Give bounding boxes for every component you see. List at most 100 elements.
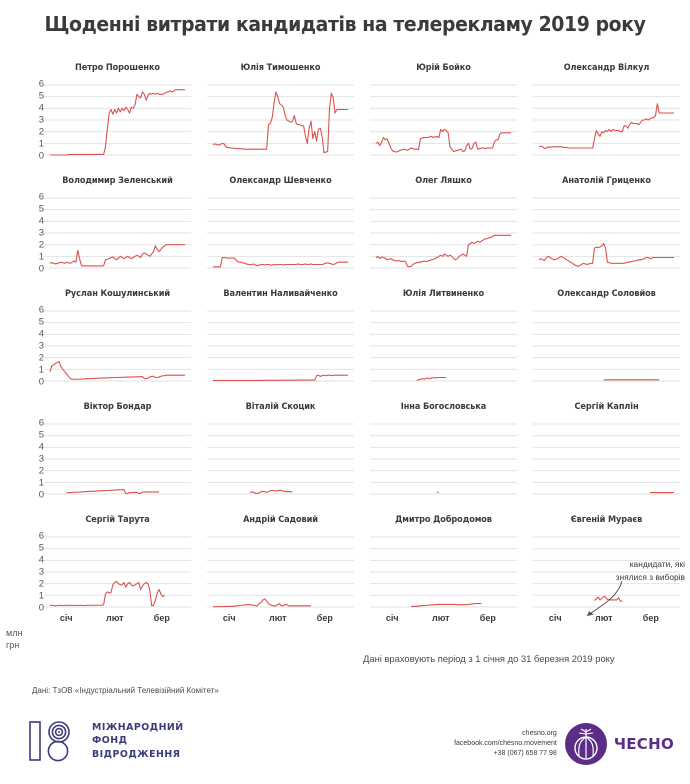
panel-plot <box>44 83 191 157</box>
panel-title: Інна Богословська <box>400 402 487 412</box>
y-axis-tick: 0 <box>38 263 44 275</box>
chart-panel-14: Віталій Скоцик <box>207 401 354 514</box>
y-axis-tick: 4 <box>38 554 44 566</box>
plot-area <box>44 197 191 269</box>
data-line <box>49 244 185 267</box>
data-line <box>539 103 674 150</box>
y-axis-tick: 4 <box>38 102 44 114</box>
chart-panel-16: Сергій Каплін <box>533 401 680 514</box>
y-axis-tick: 2 <box>38 352 44 364</box>
chart-panel-6: Олександр Шевченко <box>207 175 354 288</box>
panel-plot <box>533 309 680 383</box>
footer: МІЖНАРОДНИЙ ФОНД ВІДРОДЖЕННЯ chesno.org … <box>0 712 690 784</box>
panel-plot <box>207 535 354 609</box>
panel-plot <box>207 422 354 496</box>
plot-area <box>533 197 680 269</box>
x-axis-tick: лют <box>106 613 124 623</box>
data-line <box>212 91 348 154</box>
plot-area <box>207 310 354 382</box>
chesno-logo-block: chesno.org facebook.com/chesno.movement … <box>454 722 674 766</box>
irf-logo-text: МІЖНАРОДНИЙ ФОНД ВІДРОДЖЕННЯ <box>92 721 184 762</box>
y-axis-tick: 5 <box>38 316 44 328</box>
period-note: Дані враховують період з 1 січня до 31 б… <box>363 653 615 664</box>
y-axis-tick: 4 <box>38 328 44 340</box>
chart-panel-17: Сергій Тарута січ лют бер <box>44 514 191 639</box>
y-axis-tick: 6 <box>38 530 44 542</box>
chesno-wordmark: ЧЕСНО <box>613 735 674 753</box>
y-axis-tick: 1 <box>38 251 44 263</box>
y-axis-tick: 2 <box>38 578 44 590</box>
plot-area <box>370 84 517 156</box>
y-axis-tick: 3 <box>38 227 44 239</box>
y-axis-tick: 0 <box>38 602 44 614</box>
chart-panel-3: Юрій Бойко <box>370 62 517 175</box>
y-axis-tick: 6 <box>38 304 44 316</box>
y-axis-unit-label: млн грн <box>6 627 46 651</box>
y-axis-tick: 1 <box>38 364 44 376</box>
irf-line-3: ВІДРОДЖЕННЯ <box>92 748 181 760</box>
y-axis-tick: 5 <box>38 542 44 554</box>
plot-area <box>533 84 680 156</box>
chesno-contacts: chesno.org facebook.com/chesno.movement … <box>454 729 557 759</box>
data-line <box>411 602 482 607</box>
data-line <box>213 598 312 608</box>
panel-title: Юлія Литвиненко <box>402 289 485 299</box>
chart-row: 6 5 4 3 2 1 0 Петро Порошенко Юлія Тимошенко Юрій… <box>0 62 690 175</box>
y-axis-tick: 1 <box>38 590 44 602</box>
chart-panel-18: Андрій Садовий січ лют бер <box>207 514 354 639</box>
page-title: Щоденні витрати кандидатів на телереклам… <box>44 12 646 36</box>
panel-plot <box>370 309 517 383</box>
y-axis-tick: 0 <box>38 150 44 162</box>
x-axis-tick: лют <box>595 613 613 623</box>
chesno-website: chesno.org <box>522 730 557 737</box>
x-axis-tick: бер <box>479 613 496 623</box>
panel-plot <box>370 535 517 609</box>
data-line <box>66 489 160 494</box>
x-axis-ticks: січ лют бер <box>207 613 354 627</box>
panel-title: Валентин Наливайченко <box>223 289 338 299</box>
panel-title: Юлія Тимошенко <box>240 63 321 73</box>
panel-title: Андрій Садовий <box>243 515 318 525</box>
withdrawn-candidates-annotation: кандидати, які знялися з виборів <box>553 558 685 584</box>
y-axis-tick: 1 <box>38 477 44 489</box>
y-axis-tick: 0 <box>38 376 44 388</box>
data-line <box>249 489 293 494</box>
x-axis-tick: січ <box>59 613 73 623</box>
x-axis-tick: січ <box>548 613 562 623</box>
y-axis-tick: 1 <box>38 138 44 150</box>
panel-title: Олександр Вілкул <box>563 63 650 73</box>
data-line <box>375 128 511 153</box>
x-axis-tick: бер <box>316 613 333 623</box>
panel-title: Руслан Кошулинський <box>65 289 170 299</box>
panel-plot <box>207 83 354 157</box>
chart-panel-4: Олександр Вілкул <box>533 62 680 175</box>
plot-area <box>370 310 517 382</box>
chart-panel-5: Володимир Зеленський <box>44 175 191 288</box>
source-note: Дані: ТзОВ «Індустріальний Телевізійний … <box>32 686 219 695</box>
y-axis-tick: 3 <box>38 566 44 578</box>
data-line <box>594 595 623 602</box>
x-axis-tick: бер <box>153 613 170 623</box>
chart-panel-8: Анатолій Гриценко <box>533 175 680 288</box>
x-axis-ticks: січ лют бер <box>533 613 680 627</box>
y-axis-tick: 5 <box>38 429 44 441</box>
panel-plot <box>370 196 517 270</box>
panel-title: Сергій Каплін <box>574 402 639 412</box>
x-axis-tick: лют <box>432 613 450 623</box>
chart-panel-9: Руслан Кошулинський <box>44 288 191 401</box>
y-axis-tick: 3 <box>38 453 44 465</box>
panel-title: Анатолій Гриценко <box>562 176 651 186</box>
chart-panel-19: Дмитро Добродомов січ лют бер <box>370 514 517 639</box>
chart-panel-12: Олександр Соловйов <box>533 288 680 401</box>
irf-line-2: ФОНД <box>92 735 128 747</box>
y-axis-tick: 5 <box>38 203 44 215</box>
y-axis-tick: 0 <box>38 489 44 501</box>
panel-title: Володимир Зеленський <box>62 176 173 186</box>
irf-logo: МІЖНАРОДНИЙ ФОНД ВІДРОДЖЕННЯ <box>28 719 184 763</box>
chart-panel-7: Олег Ляшко <box>370 175 517 288</box>
